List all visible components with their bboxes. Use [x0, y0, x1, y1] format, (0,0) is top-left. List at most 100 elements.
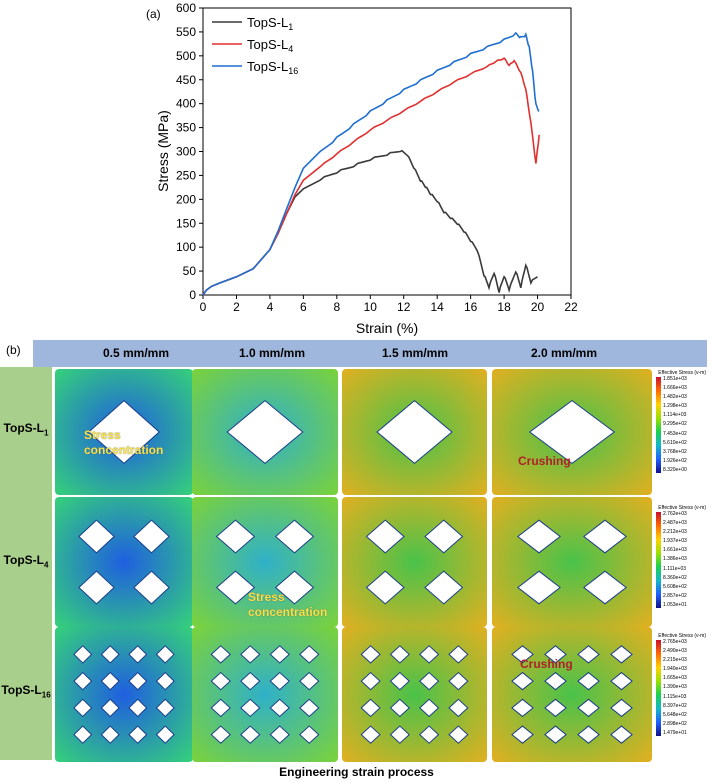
row-label-1: TopS-L4 — [3, 553, 49, 570]
stress-scale-tick-1-1: 2.487e+03 — [663, 520, 687, 527]
stress-scale-tick-1-3: 1.937e+03 — [663, 538, 687, 545]
annotation-stress-concentration-1: Stress concentration — [84, 428, 164, 457]
stress-scale-tick-0-7: 5.610e+02 — [663, 439, 687, 446]
series-line-tops-l16 — [202, 31, 540, 296]
annotation-crushing-2: Crushing — [520, 657, 573, 671]
simulation-cell-r0-c2 — [342, 369, 487, 495]
x-tick-label-11: 22 — [564, 300, 578, 314]
stress-scale-tick-0-0: 1.851e+03 — [663, 376, 687, 382]
stress-scale-tick-0-4: 1.114e+03 — [663, 412, 687, 419]
footer-caption: Engineering strain process — [279, 765, 434, 779]
x-tick-label-0: 0 — [200, 300, 207, 314]
stress-scale-tick-2-9: 2.898e+02 — [663, 720, 687, 727]
simulation-cell-r2-c0 — [55, 627, 193, 762]
stress-scale-title-1: Effective Stress (v-m) — [658, 505, 706, 511]
series-line-tops-l1 — [202, 149, 538, 296]
stress-scale-tick-0-5: 9.295e+02 — [663, 421, 687, 428]
stress-scale-tick-2-3: 1.940e+03 — [663, 666, 687, 673]
row-label-2: TopS-L16 — [1, 683, 51, 700]
y-tick-label-8: 400 — [176, 97, 196, 111]
stress-scale-legend-2: Effective Stress (v-m) 2.765e+03 2.490e+0… — [656, 633, 706, 736]
panel-b-label: (b) — [6, 343, 21, 357]
simulation-cell-r1-c2 — [342, 497, 487, 627]
stress-scale-tick-2-10: 1.479e+01 — [663, 729, 687, 736]
stress-scale-tick-2-2: 2.215e+03 — [663, 657, 687, 664]
panel-a-label: (a) — [146, 7, 161, 21]
stress-scale-title-0: Effective Stress (v-m) — [658, 370, 706, 376]
y-axis-ticks: 0 50 100 150 200 250 300 350 400 450 500 550 600 — [176, 1, 203, 302]
simulation-cell-r2-c3 — [492, 627, 652, 762]
x-tick-label-4: 8 — [333, 300, 340, 314]
stress-scale-tick-1-4: 1.661e+03 — [663, 547, 687, 554]
column-label-2: 1.5 mm/mm — [381, 346, 449, 360]
x-tick-label-1: 2 — [233, 300, 240, 314]
stress-scale-tick-0-6: 7.453e+02 — [663, 430, 687, 437]
x-tick-label-2: 4 — [267, 300, 274, 314]
column-label-1: 1.0 mm/mm — [238, 346, 306, 360]
x-axis-ticks: 0 2 4 6 8 10 12 14 16 18 20 22 — [200, 295, 578, 314]
stress-scale-ticks-2: 2.765e+03 2.490e+03 2.215e+03 1.940e+03 1.66… — [661, 640, 687, 736]
legend-label-0: TopS-L1 — [247, 15, 293, 32]
stress-scale-ticks-0: 1.851e+03 1.666e+03 1.482e+03 1.298e+03 1.11… — [661, 377, 687, 473]
column-label-0: 0.5 mm/mm — [102, 346, 170, 360]
simulation-cell-r0-c1 — [192, 369, 338, 495]
stress-scale-bar-1 — [656, 512, 661, 608]
annotation-crushing-1: Crushing — [518, 454, 571, 468]
stress-scale-tick-0-8: 3.768e+02 — [663, 448, 687, 455]
y-axis-label: Stress (MPa) — [155, 110, 171, 192]
y-tick-label-0: 0 — [189, 288, 196, 302]
stress-scale-tick-1-2: 2.212e+03 — [663, 529, 687, 536]
simulation-cell-r1-c1 — [192, 497, 338, 627]
stress-scale-tick-0-9: 1.926e+02 — [663, 457, 687, 464]
y-tick-label-4: 200 — [176, 192, 196, 206]
simulation-cell-r1-c3 — [492, 497, 652, 627]
stress-scale-tick-2-5: 1.390e+03 — [663, 684, 687, 691]
stress-scale-tick-2-6: 1.115e+03 — [663, 693, 687, 700]
x-tick-label-6: 12 — [397, 300, 411, 314]
y-tick-label-7: 350 — [176, 121, 196, 135]
series-line-tops-l4 — [202, 57, 540, 296]
row-label-0: TopS-L1 — [3, 421, 49, 438]
x-tick-label-7: 14 — [431, 300, 445, 314]
stress-scale-tick-0-2: 1.482e+03 — [663, 394, 687, 401]
legend-label-2: TopS-L16 — [247, 59, 298, 76]
stress-scale-tick-1-6: 1.111e+03 — [663, 565, 687, 572]
y-tick-label-10: 500 — [176, 49, 196, 63]
stress-scale-tick-0-3: 1.298e+03 — [663, 403, 687, 410]
stress-scale-bar-0 — [656, 377, 661, 473]
stress-scale-tick-2-1: 2.490e+03 — [663, 648, 687, 655]
y-tick-label-9: 450 — [176, 73, 196, 87]
stress-scale-tick-0-10: 8.320e+00 — [663, 466, 687, 473]
stress-scale-tick-2-8: 5.648e+02 — [663, 711, 687, 718]
x-axis-label: Strain (%) — [356, 320, 418, 336]
stress-scale-legend-0: Effective Stress (v-m) 1.851e+03 1.666e+0… — [656, 370, 706, 473]
chart-legend: TopS-L1 TopS-L4 TopS-L16 — [212, 15, 298, 76]
x-tick-label-9: 18 — [497, 300, 511, 314]
simulation-cell-r1-c0 — [55, 497, 193, 627]
y-tick-label-5: 250 — [176, 168, 196, 182]
stress-scale-title-2: Effective Stress (v-m) — [658, 633, 706, 639]
stress-scale-tick-1-8: 5.608e+02 — [663, 583, 687, 590]
stress-strain-chart: (a) 0 2 4 6 8 10 12 14 16 18 20 22 0 50 100 150 200 250 3… — [146, 1, 578, 336]
y-tick-label-2: 100 — [176, 240, 196, 254]
x-tick-label-3: 6 — [300, 300, 307, 314]
simulation-cell-r2-c1 — [192, 627, 338, 762]
stress-scale-tick-0-1: 1.666e+03 — [663, 385, 687, 392]
simulation-cell-r2-c2 — [342, 627, 487, 762]
y-tick-label-12: 600 — [176, 1, 196, 15]
stress-scale-tick-2-4: 1.665e+03 — [663, 675, 687, 682]
y-tick-label-6: 300 — [176, 145, 196, 159]
stress-scale-tick-2-0: 2.765e+03 — [663, 639, 687, 645]
stress-scale-tick-1-0: 2.762e+03 — [663, 511, 687, 517]
stress-scale-ticks-1: 2.762e+03 2.487e+03 2.212e+03 1.937e+03 1.66… — [661, 512, 687, 608]
stress-scale-bar-2 — [656, 640, 661, 736]
x-tick-label-10: 20 — [531, 300, 545, 314]
stress-scale-tick-1-9: 2.857e+02 — [663, 592, 687, 599]
structure-side-bar — [0, 367, 52, 760]
legend-label-1: TopS-L4 — [247, 37, 293, 54]
x-tick-label-5: 10 — [364, 300, 378, 314]
annotation-stress-concentration-2: Stress concentration — [248, 590, 328, 619]
y-tick-label-11: 550 — [176, 25, 196, 39]
strain-header-bar — [33, 340, 707, 367]
y-tick-label-3: 150 — [176, 216, 196, 230]
